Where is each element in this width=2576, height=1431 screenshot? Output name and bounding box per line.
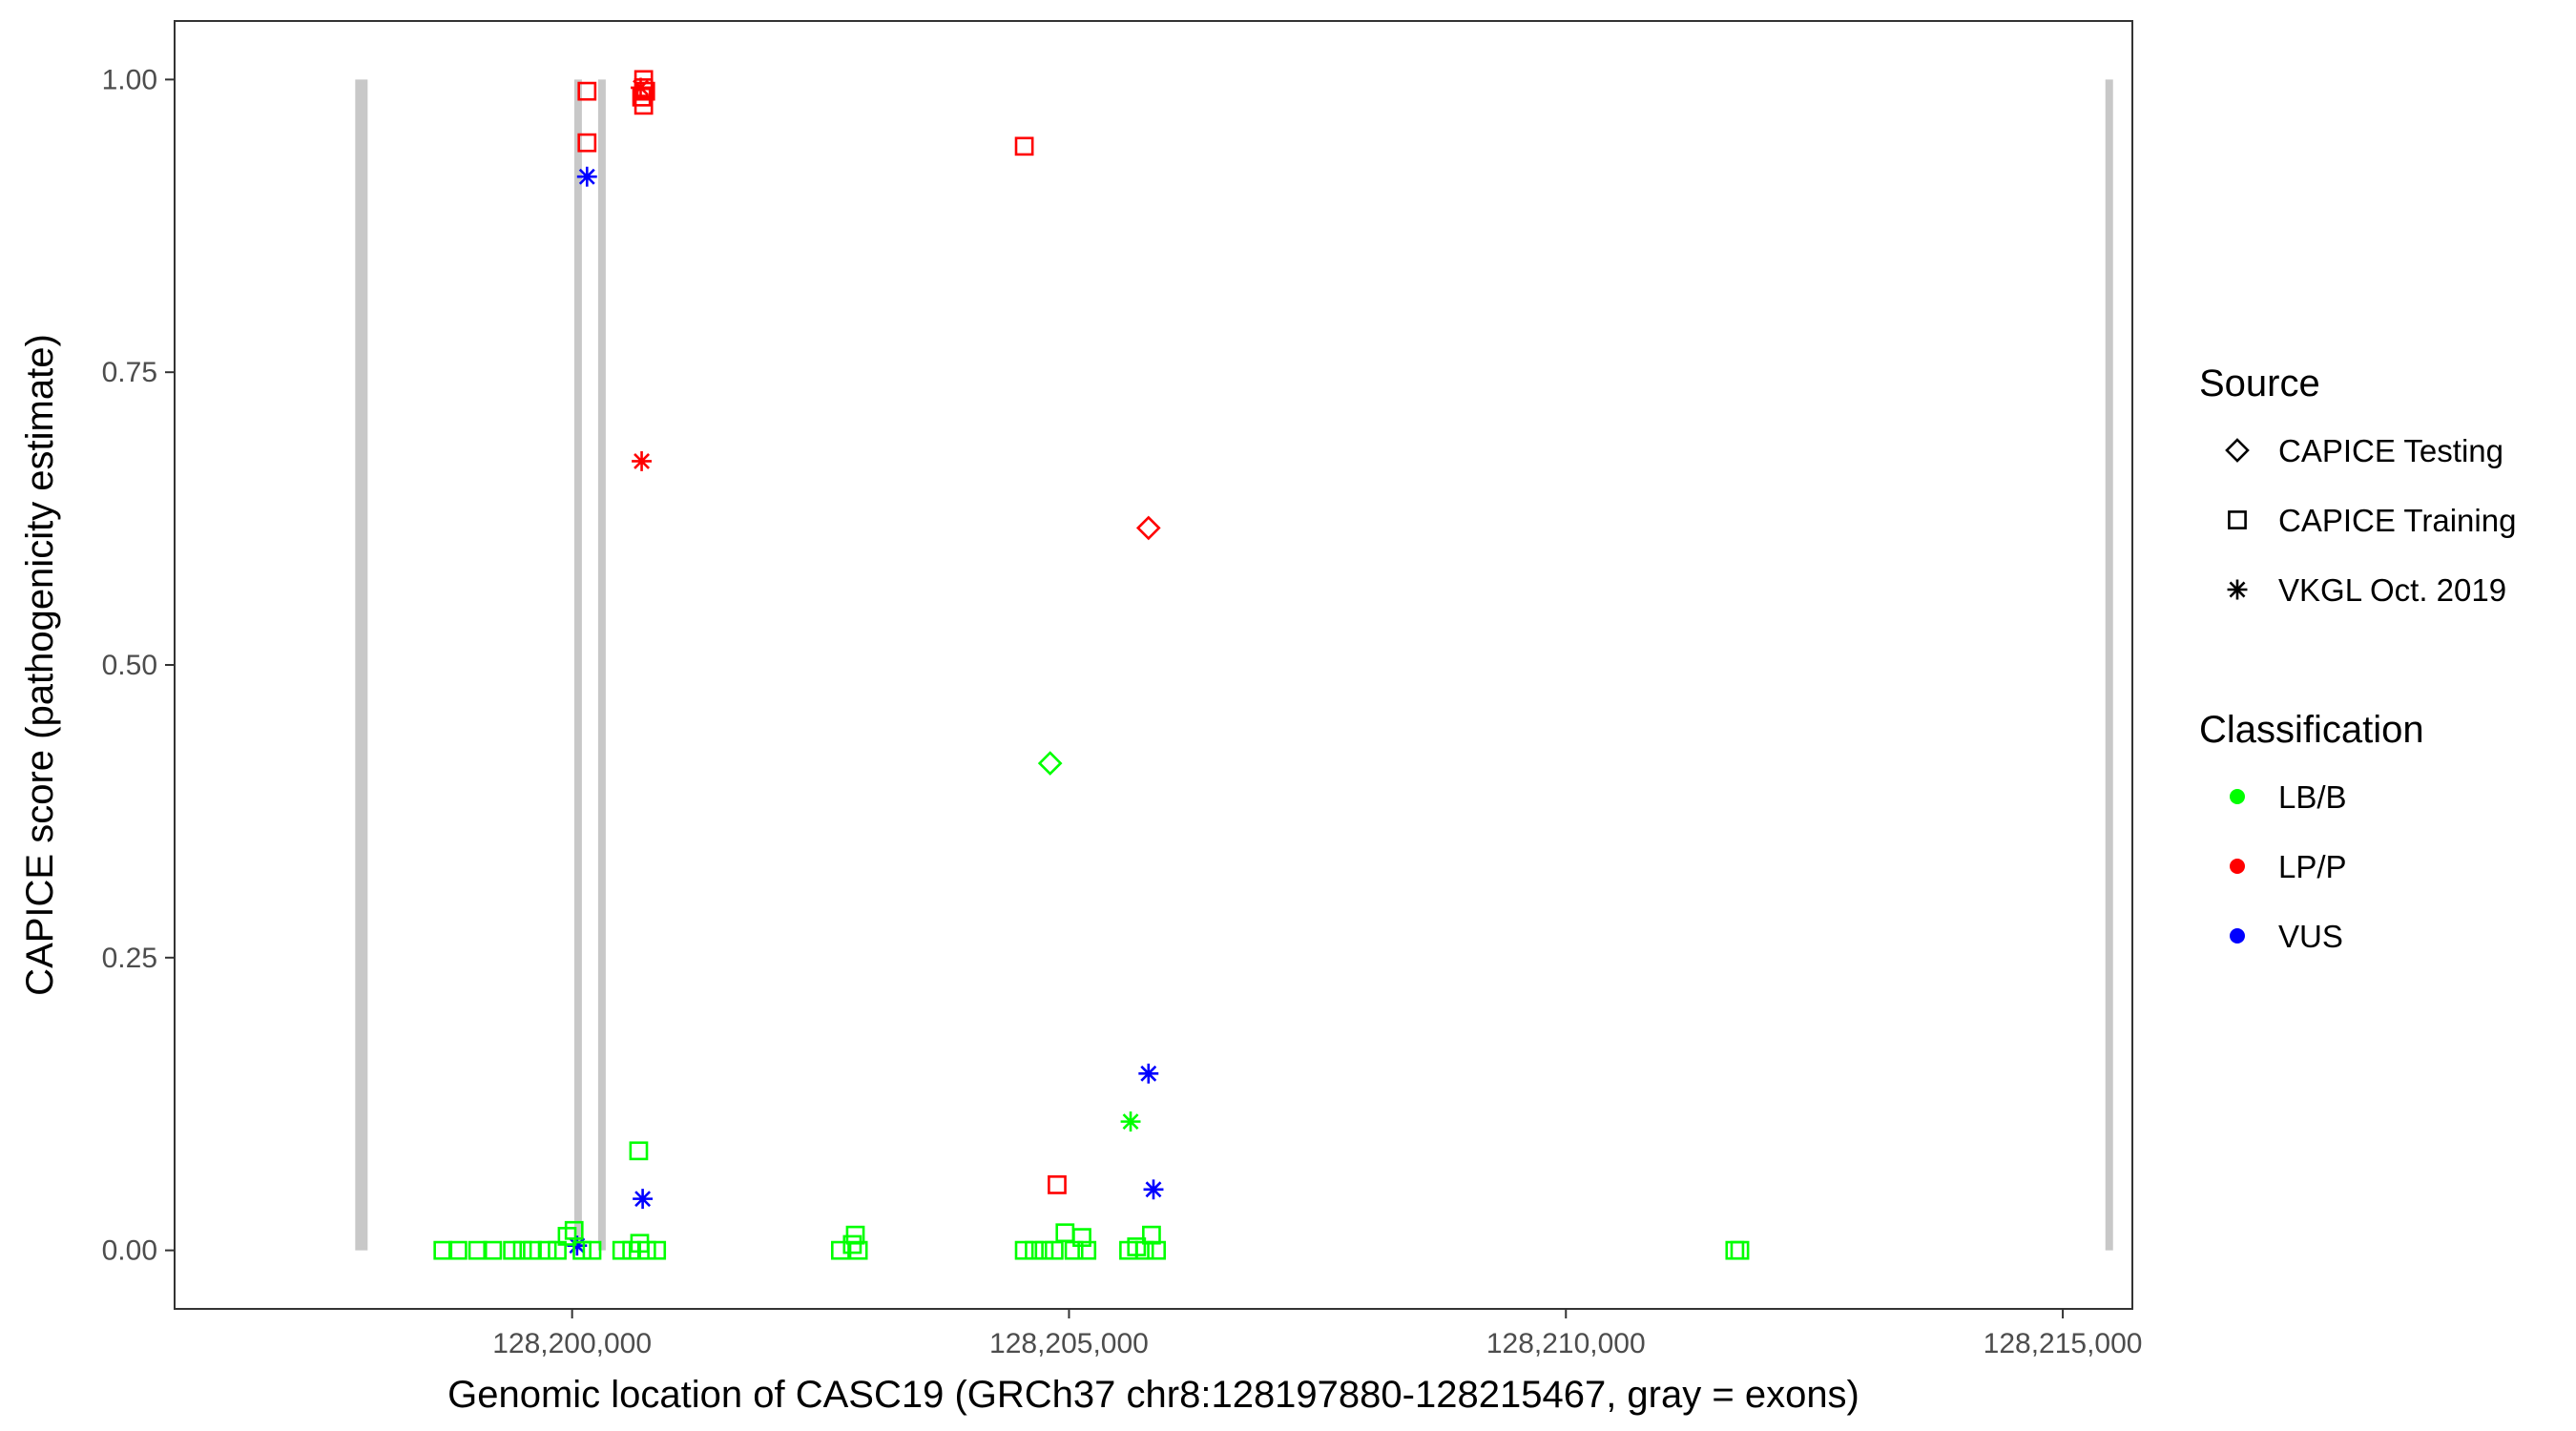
data-point: [447, 1240, 467, 1260]
data-point: [572, 1240, 592, 1260]
data-point: [1014, 1240, 1034, 1260]
x-tick-label: 128,210,000: [1486, 1328, 1646, 1359]
x-tick-label: 128,205,000: [989, 1328, 1149, 1359]
data-point: [1048, 1175, 1067, 1194]
y-tick-label: 0.00: [102, 1235, 157, 1267]
legend-key-square: [2228, 510, 2247, 529]
data-point: [1014, 136, 1034, 156]
legend-key-asterisk: [2227, 579, 2248, 600]
data-point: [634, 95, 654, 115]
y-axis: 0.00 0.25 0.50 0.75 1.00: [102, 64, 175, 1267]
data-point: [629, 1141, 649, 1161]
legend-label: VUS: [2278, 919, 2343, 954]
data-point: [1120, 1111, 1141, 1132]
x-axis-title: Genomic location of CASC19 (GRCh37 chr8:…: [447, 1374, 1859, 1416]
exon-bar: [355, 79, 368, 1251]
x-tick-label: 128,200,000: [492, 1328, 652, 1359]
data-point: [831, 1240, 850, 1260]
data-point: [631, 77, 651, 98]
exon-bar: [597, 79, 606, 1251]
x-tick-label: 128,215,000: [1984, 1328, 2143, 1359]
data-point: [503, 1240, 523, 1260]
data-point: [1072, 1228, 1091, 1248]
exon-bar: [573, 79, 582, 1251]
y-tick-label: 0.25: [102, 943, 157, 974]
data-point: [1138, 1063, 1159, 1084]
legend-key-dot: [2230, 928, 2245, 944]
data-points: [433, 70, 1750, 1260]
data-point: [512, 1240, 532, 1260]
data-point: [1147, 1240, 1167, 1260]
data-point: [632, 451, 653, 471]
data-point: [1044, 1240, 1064, 1260]
data-point: [576, 166, 597, 187]
data-point: [647, 1240, 667, 1260]
y-axis-title: CAPICE score (pathogenicity estimate): [19, 334, 61, 996]
data-point: [523, 1240, 542, 1260]
data-point: [582, 1240, 602, 1260]
legend-source-title: Source: [2199, 363, 2320, 404]
exon-bar: [2105, 79, 2113, 1251]
data-point: [1730, 1240, 1750, 1260]
data-point: [1077, 1240, 1097, 1260]
y-tick-label: 0.75: [102, 357, 157, 388]
data-point: [612, 1240, 632, 1260]
data-point: [467, 1240, 488, 1260]
data-point: [564, 1220, 584, 1240]
data-point: [433, 1240, 453, 1260]
legend-label: LP/P: [2278, 849, 2347, 884]
data-point: [1143, 1179, 1164, 1200]
exon-bars: [355, 79, 2113, 1251]
data-point: [1037, 751, 1063, 776]
legend-label: CAPICE Training: [2278, 503, 2516, 538]
legend-key-dot: [2230, 789, 2245, 804]
data-point: [636, 1240, 656, 1260]
legend-classification: Classification LB/B LP/P VUS: [2199, 709, 2424, 954]
data-point: [1025, 1240, 1044, 1260]
y-tick-label: 0.50: [102, 650, 157, 681]
y-tick-label: 1.00: [102, 64, 157, 95]
legend-key-dot: [2230, 859, 2245, 874]
legend-label: CAPICE Testing: [2278, 433, 2503, 468]
data-point: [848, 1240, 868, 1260]
legend-label: LB/B: [2278, 779, 2347, 815]
legend-classification-title: Classification: [2199, 709, 2424, 751]
data-point: [537, 1240, 557, 1260]
legend-label: VKGL Oct. 2019: [2278, 572, 2506, 608]
data-point: [577, 133, 597, 153]
data-point: [567, 1235, 588, 1256]
data-point: [1034, 1240, 1054, 1260]
x-axis: 128,200,000 128,205,000 128,210,000 128,215…: [492, 1309, 2143, 1359]
data-point: [1135, 515, 1161, 541]
data-point: [633, 1189, 654, 1210]
legend-source: Source CAPICE Testing CAPICE Training VKGL…: [2199, 363, 2516, 608]
legend-key-diamond: [2225, 438, 2250, 463]
data-point: [483, 1240, 503, 1260]
data-point: [548, 1240, 567, 1260]
data-point: [577, 81, 597, 101]
